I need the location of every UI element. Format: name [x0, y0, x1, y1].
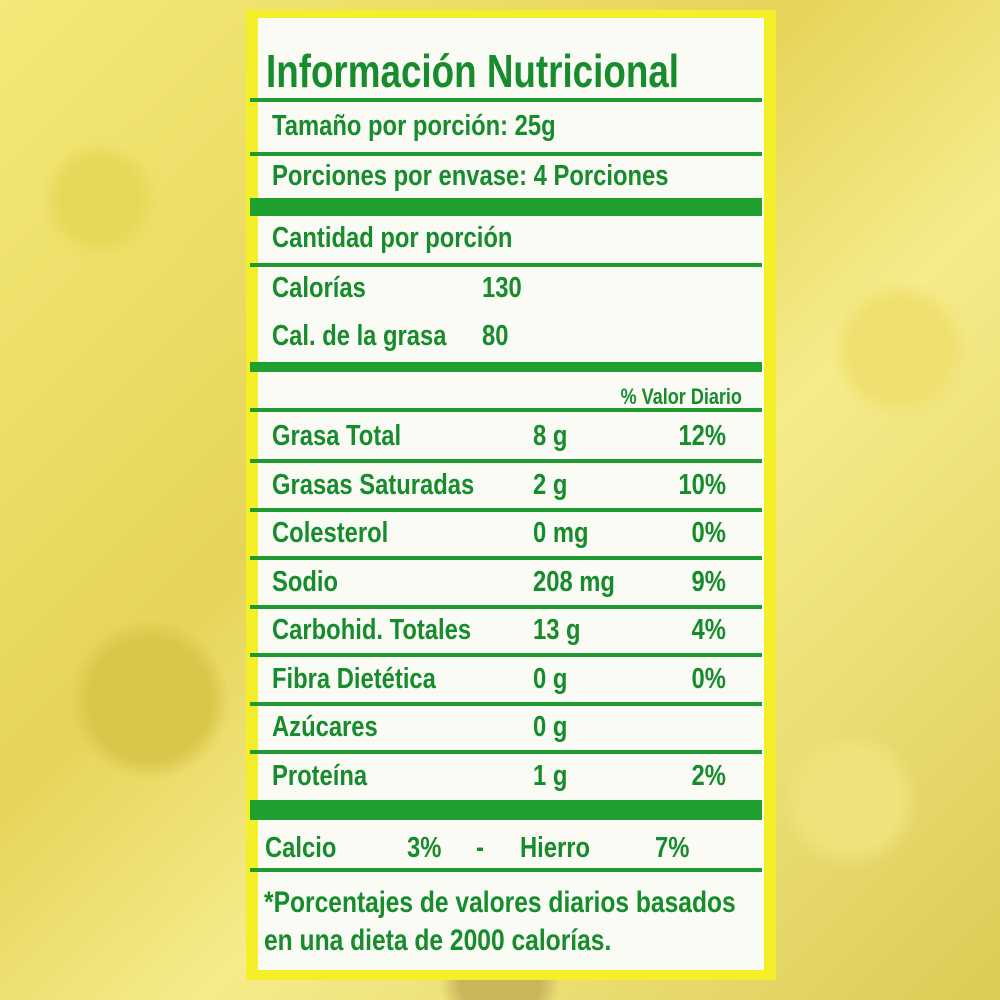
label-title: Información Nutricional [266, 45, 680, 97]
nutrient-amount: 208 mg [533, 565, 615, 598]
divider [250, 556, 762, 560]
nutrient-amount: 0 g [533, 711, 568, 743]
calcium-label: Calcio [265, 832, 337, 864]
nutrient-amount: 0 g [533, 662, 568, 695]
divider [250, 507, 762, 512]
separator: - [476, 832, 484, 864]
divider [250, 98, 762, 102]
thick-divider [250, 800, 762, 820]
divider [250, 459, 762, 463]
fat-calories-label: Cal. de la grasa [272, 320, 447, 352]
serving-size: Tamaño por porción: 25g [272, 110, 556, 142]
nutrient-label: Colesterol [272, 517, 389, 549]
nutrient-label: Azúcares [272, 711, 378, 743]
nutrient-amount: 13 g [533, 614, 581, 646]
divider [250, 604, 762, 609]
divider [250, 868, 762, 872]
divider [250, 701, 762, 706]
nutrient-amount: 1 g [533, 759, 568, 792]
divider [250, 653, 762, 657]
servings-per-container: Porciones por envase: 4 Porciones [272, 160, 669, 192]
divider [250, 152, 762, 156]
nutrient-amount: 8 g [533, 420, 568, 452]
daily-value-header: % Valor Diario [620, 384, 742, 409]
nutrient-daily-value: 2% [691, 759, 726, 792]
nutrient-label: Grasas Saturadas [272, 468, 475, 501]
iron-label: Hierro [520, 832, 591, 864]
nutrient-label: Grasa Total [272, 420, 402, 452]
iron-value: 7% [655, 832, 690, 864]
nutrient-label: Fibra Dietética [272, 662, 436, 695]
divider [250, 263, 762, 267]
footnote-line-1: *Porcentajes de valores diarios basados [264, 886, 736, 919]
nutrient-daily-value: 4% [691, 614, 726, 646]
calories-label: Calorías [272, 272, 366, 304]
fat-calories-value: 80 [482, 320, 509, 352]
nutrient-daily-value: 0% [691, 517, 726, 549]
divider [250, 750, 762, 754]
nutrient-daily-value: 10% [678, 468, 726, 501]
calcium-value: 3% [407, 832, 442, 864]
divider [250, 408, 762, 412]
thick-divider [250, 198, 762, 216]
nutrient-label: Carbohid. Totales [272, 614, 472, 646]
nutrient-daily-value: 0% [691, 662, 726, 695]
nutrient-daily-value: 12% [678, 420, 726, 452]
nutrient-amount: 0 mg [533, 517, 589, 549]
nutrient-label: Sodio [272, 565, 339, 598]
nutrient-label: Proteína [272, 759, 368, 792]
thick-divider [250, 362, 762, 372]
nutrient-amount: 2 g [533, 468, 568, 501]
nutrient-daily-value: 9% [691, 565, 726, 598]
calories-value: 130 [482, 272, 522, 304]
amount-per-serving: Cantidad por porción [272, 222, 513, 254]
footnote-line-2: en una dieta de 2000 calorías. [264, 924, 612, 957]
